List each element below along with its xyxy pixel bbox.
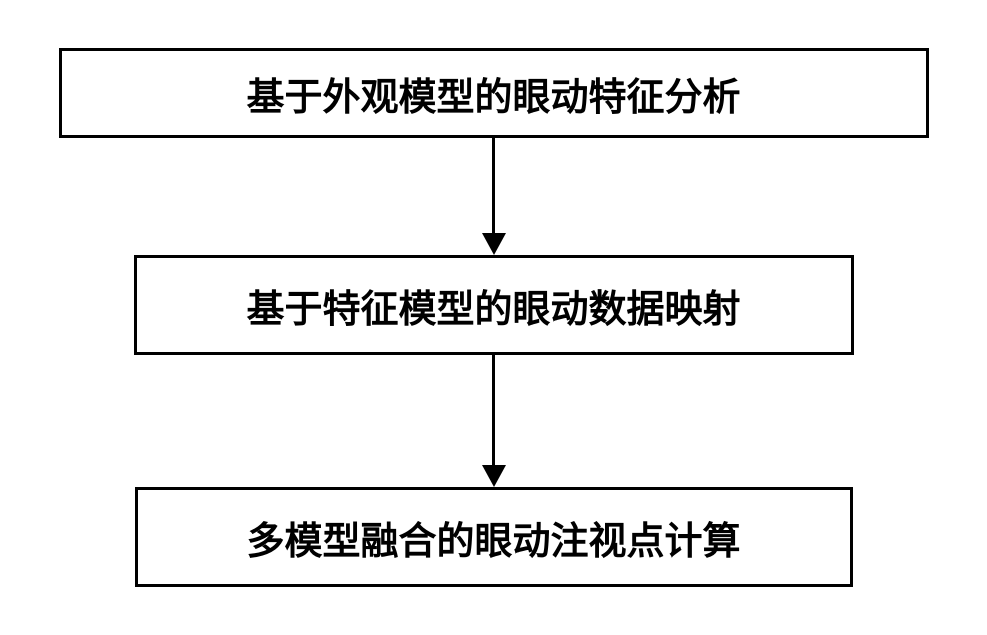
node-2-label: 基于特征模型的眼动数据映射 <box>246 278 740 333</box>
flowchart-node-3: 多模型融合的眼动注视点计算 <box>135 487 853 587</box>
node-1-label: 基于外观模型的眼动特征分析 <box>246 66 740 121</box>
flowchart-node-2: 基于特征模型的眼动数据映射 <box>134 255 854 355</box>
arrow-1-head <box>482 233 506 255</box>
arrow-2 <box>482 355 506 487</box>
flowchart-node-1: 基于外观模型的眼动特征分析 <box>59 48 929 138</box>
arrow-1-line <box>492 138 495 233</box>
node-3-label: 多模型融合的眼动注视点计算 <box>246 510 740 565</box>
flowchart-container: 基于外观模型的眼动特征分析 基于特征模型的眼动数据映射 多模型融合的眼动注视点计… <box>0 48 987 587</box>
arrow-1 <box>482 138 506 255</box>
arrow-2-head <box>482 465 506 487</box>
arrow-2-line <box>492 355 495 465</box>
